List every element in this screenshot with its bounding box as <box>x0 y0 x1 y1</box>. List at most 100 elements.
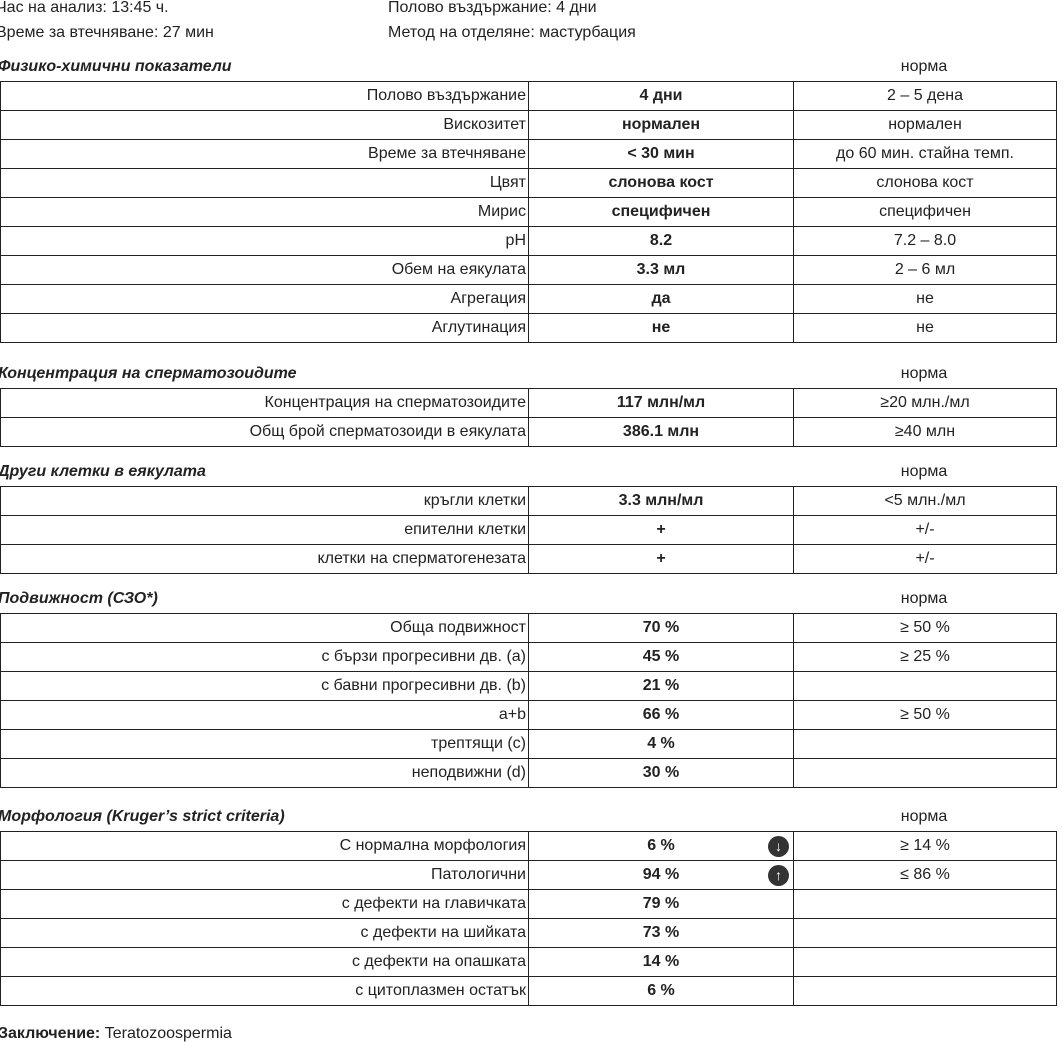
table-row: Вискозитет нормален нормален <box>0 110 1057 140</box>
norm-header: норма <box>900 590 948 607</box>
row-label: епителни клетки <box>0 515 529 545</box>
section-header: Физико-химични показатели норма <box>0 54 1056 80</box>
section-table: кръгли клетки 3.3 млн/мл <5 млн./мл епите… <box>0 486 1057 574</box>
row-label: Агрегация <box>0 284 529 314</box>
row-value: 70 % <box>528 613 794 643</box>
table-row: кръгли клетки 3.3 млн/мл <5 млн./мл <box>0 486 1057 516</box>
table-row: Аглутинация не не <box>0 313 1057 343</box>
row-label: неподвижни (d) <box>0 758 529 788</box>
table-row: епителни клетки + +/- <box>0 515 1057 545</box>
table-row: Обем на еякулата 3.3 мл 2 – 6 мл <box>0 255 1057 285</box>
info-row-1: Час на анализ: 13:45 ч. Полово въздържан… <box>0 0 996 20</box>
row-value: специфичен <box>528 197 794 227</box>
table-row: pH 8.2 7.2 – 8.0 <box>0 226 1057 256</box>
info-row-2: Време за втечняване: 27 мин Метод на отд… <box>0 20 996 45</box>
value-text: не <box>651 319 671 336</box>
value-text: 30 % <box>642 764 680 781</box>
row-norm: нормален <box>793 110 1057 140</box>
norm-header: норма <box>900 58 948 75</box>
value-text: 94 % <box>642 866 680 883</box>
conclusion: Заключение: Teratozoospermia <box>0 1022 232 1046</box>
row-norm: ≥ 50 % <box>793 700 1057 730</box>
row-value: 14 % <box>528 947 794 977</box>
norm-header: норма <box>900 365 948 382</box>
row-norm: ≤ 86 % <box>793 860 1057 890</box>
row-value: нормален <box>528 110 794 140</box>
row-value: слонова кост <box>528 168 794 198</box>
table-row: a+b 66 % ≥ 50 % <box>0 700 1057 730</box>
table-row: Време за втечняване < 30 мин до 60 мин. … <box>0 139 1057 169</box>
row-norm <box>793 947 1057 977</box>
row-label: клетки на сперматогенезата <box>0 544 529 574</box>
value-text: 14 % <box>642 953 680 970</box>
row-value: 3.3 млн/мл <box>528 486 794 516</box>
row-norm <box>793 918 1057 948</box>
value-text: слонова кост <box>608 174 714 191</box>
row-norm: 7.2 – 8.0 <box>793 226 1057 256</box>
table-row: с цитоплазмен остатък 6 % <box>0 976 1057 1006</box>
row-value: 8.2 <box>528 226 794 256</box>
row-norm: ≥40 млн <box>793 417 1057 447</box>
abstinence-info: Полово въздържание: 4 дни <box>388 0 597 16</box>
table-row: с дефекти на главичката 79 % <box>0 889 1057 919</box>
row-value: 66 % <box>528 700 794 730</box>
table-row: неподвижни (d) 30 % <box>0 758 1057 788</box>
row-norm: ≥ 50 % <box>793 613 1057 643</box>
row-norm <box>793 729 1057 759</box>
table-row: Полово въздържание 4 дни 2 – 5 дена <box>0 81 1057 111</box>
row-norm <box>793 671 1057 701</box>
row-label: с дефекти на шийката <box>0 918 529 948</box>
value-text: 4 % <box>647 735 675 752</box>
row-label: Полово въздържание <box>0 81 529 111</box>
row-norm <box>793 758 1057 788</box>
row-value: не <box>528 313 794 343</box>
value-text: да <box>651 290 671 307</box>
row-norm: 2 – 5 дена <box>793 81 1057 111</box>
value-text: 386.1 млн <box>622 423 700 440</box>
table-row: Общ брой сперматозоиди в еякулата 386.1 … <box>0 417 1057 447</box>
row-value: 6 % ↓ <box>528 831 794 861</box>
row-label: трептящи (c) <box>0 729 529 759</box>
value-text: 73 % <box>642 924 680 941</box>
value-text: 66 % <box>642 706 680 723</box>
value-text: 6 % <box>647 982 675 999</box>
section-table: Концентрация на сперматозоидите 117 млн/… <box>0 388 1057 447</box>
row-label: Време за втечняване <box>0 139 529 169</box>
conclusion-label: Заключение: <box>0 1025 101 1042</box>
row-label: Мирис <box>0 197 529 227</box>
norm-header: норма <box>900 808 948 825</box>
table-row: с бавни прогресивни дв. (b) 21 % <box>0 671 1057 701</box>
row-value: 4 % <box>528 729 794 759</box>
table-row: Агрегация да не <box>0 284 1057 314</box>
norm-header: норма <box>900 463 948 480</box>
section-header: Други клетки в еякулата норма <box>0 459 1056 485</box>
value-text: 79 % <box>642 895 680 912</box>
row-label: с дефекти на опашката <box>0 947 529 977</box>
row-label: Патологични <box>0 860 529 890</box>
value-text: 3.3 мл <box>636 261 686 278</box>
row-norm: специфичен <box>793 197 1057 227</box>
row-norm: не <box>793 284 1057 314</box>
section-table: С нормална морфология 6 % ↓ ≥ 14 % Патолог… <box>0 831 1057 1006</box>
section-title: Подвижност (СЗО*) <box>0 590 158 607</box>
row-value: 6 % <box>528 976 794 1006</box>
row-norm <box>793 976 1057 1006</box>
table-row: Патологични 94 % ↑ ≤ 86 % <box>0 860 1057 890</box>
row-value: 386.1 млн <box>528 417 794 447</box>
row-label: с бързи прогресивни дв. (a) <box>0 642 529 672</box>
value-text: 21 % <box>642 677 680 694</box>
table-row: с дефекти на шийката 73 % <box>0 918 1057 948</box>
row-label: Цвят <box>0 168 529 198</box>
section-table: Полово въздържание 4 дни 2 – 5 дена Виско… <box>0 81 1057 343</box>
table-row: с бързи прогресивни дв. (a) 45 % ≥ 25 % <box>0 642 1057 672</box>
row-value: 30 % <box>528 758 794 788</box>
row-value: 21 % <box>528 671 794 701</box>
row-norm: <5 млн./мл <box>793 486 1057 516</box>
value-text: нормален <box>621 116 701 133</box>
row-label: с цитоплазмен остатък <box>0 976 529 1006</box>
section-title: Концентрация на сперматозоидите <box>0 365 297 382</box>
value-text: 8.2 <box>649 232 673 249</box>
row-norm: ≥20 млн./мл <box>793 388 1057 418</box>
section-title: Други клетки в еякулата <box>0 463 206 480</box>
conclusion-value: Teratozoospermia <box>104 1025 232 1042</box>
